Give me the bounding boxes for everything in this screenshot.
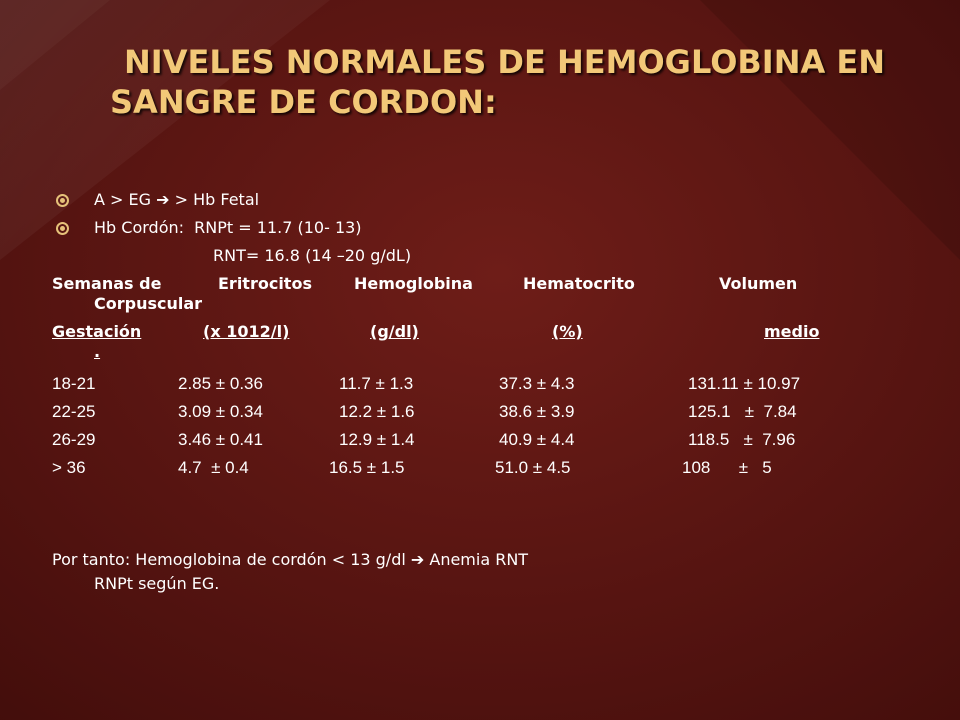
bullet-icon [56,194,69,207]
table-cell: 38.6 ± 3.9 [499,402,575,421]
table-cell: 3.46 ± 0.41 [178,430,263,449]
table-cell: 12.2 ± 1.6 [339,402,415,421]
table-cell: 51.0 ± 4.5 [495,458,571,477]
table-cell: 22-25 [52,402,96,421]
conclusion-text-part: Anemia RNT [424,550,529,569]
bullet-item: A > EG ➔ > Hb Fetal [52,188,852,216]
table-cell: 18-21 [52,374,96,393]
table-cell: 16.5 ± 1.5 [329,458,405,477]
header-cell: Semanas de [52,274,162,293]
header-cell: (%) [552,322,583,341]
header-cell: Corpuscular [94,294,203,313]
table-cell: 4.7 ± 0.4 [178,458,249,477]
header-cell: (x 1012/l) [203,322,290,341]
slide-content: A > EG ➔ > Hb Fetal Hb Cordón: RNPt = 11… [52,188,852,486]
table-cell: 40.9 ± 4.4 [499,430,575,449]
title-line-1: NIVELES NORMALES DE HEMOGLOBINA EN [124,43,886,81]
bullet-icon [56,222,69,235]
table-row: 22-25 3.09 ± 0.34 12.2 ± 1.6 38.6 ± 3.9 … [52,402,852,430]
header-cell: . [94,342,101,361]
conclusion-text-part: Por tanto: Hemoglobina de cordón < 13 g/… [52,550,411,569]
bullet-item: Hb Cordón: RNPt = 11.7 (10- 13) [52,216,852,244]
conclusion-text: Por tanto: Hemoglobina de cordón < 13 g/… [52,548,812,596]
header-cell: Volumen [719,274,798,293]
table-cell: 26-29 [52,430,96,449]
table-header-row-2: Gestación (x 1012/l) (g/dl) (%) medio . [52,322,852,374]
table-cell: 118.5 ± 7.96 [688,430,796,449]
table-cell: 3.09 ± 0.34 [178,402,263,421]
arrow-right-icon: ➔ [410,550,425,569]
table-row: 18-21 2.85 ± 0.36 11.7 ± 1.3 37.3 ± 4.3 … [52,374,852,402]
header-cell: (g/dl) [370,322,419,341]
slide-title: NIVELES NORMALES DE HEMOGLOBINA EN SANGR… [110,42,910,122]
table-header-row-1: Semanas de Eritrocitos Hemoglobina Hemat… [52,274,852,322]
conclusion-line-2: RNPt según EG. [94,574,220,593]
conclusion-line-1: Por tanto: Hemoglobina de cordón < 13 g/… [52,550,528,569]
header-cell: Hematocrito [523,274,635,293]
table-row: > 36 4.7 ± 0.4 16.5 ± 1.5 51.0 ± 4.5 108… [52,458,852,486]
table-cell: 2.85 ± 0.36 [178,374,263,393]
header-cell: Hemoglobina [354,274,473,293]
bullet-text: Hb Cordón: RNPt = 11.7 (10- 13) [94,218,362,237]
table-row: 26-29 3.46 ± 0.41 12.9 ± 1.4 40.9 ± 4.4 … [52,430,852,458]
header-cell: medio [764,322,820,341]
title-line-2: SANGRE DE CORDON: [110,83,497,121]
table-cell: 11.7 ± 1.3 [339,374,414,393]
table-cell: 131.11 ± 10.97 [688,374,801,393]
table-cell: 108 ± 5 [682,458,772,477]
table-cell: 125.1 ± 7.84 [688,402,797,421]
table-cell: 12.9 ± 1.4 [339,430,415,449]
header-cell: Gestación [52,322,142,341]
table-cell: > 36 [52,458,86,477]
table-cell: 37.3 ± 4.3 [499,374,575,393]
arrow-right-icon: ➔ [156,190,170,209]
header-cell: Eritrocitos [218,274,312,293]
bullet-text: A > EG [94,190,157,209]
rnt-line: RNT= 16.8 (14 –20 g/dL) [213,246,412,265]
bullet-text: > Hb Fetal [169,190,260,209]
